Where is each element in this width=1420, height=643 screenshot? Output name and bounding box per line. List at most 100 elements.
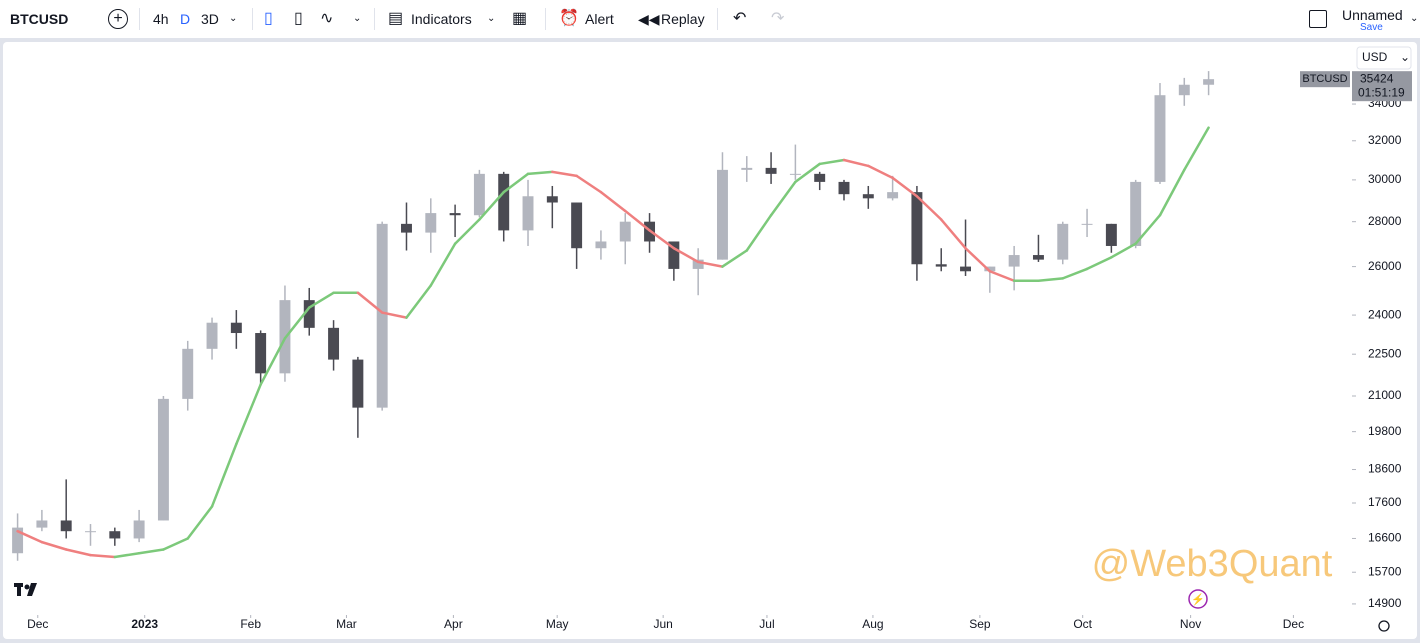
candle-body: [1008, 255, 1020, 267]
lightning-icon[interactable]: [1188, 589, 1208, 609]
candle-body: [571, 202, 583, 249]
layout-icon[interactable]: [1309, 10, 1327, 28]
templates[interactable]: ▦: [512, 10, 528, 27]
ma-segment: [939, 218, 967, 250]
candle-body: [36, 520, 48, 528]
ma-segment: [502, 172, 530, 194]
replay-icon[interactable]: ◀◀: [638, 11, 660, 27]
ma-segment: [1134, 213, 1162, 245]
candle-body: [1032, 255, 1044, 260]
ma-segment: [988, 270, 1016, 282]
candle-body: [182, 348, 194, 399]
alert-icon[interactable]: ⏰: [559, 10, 579, 27]
replay-button[interactable]: Replay: [661, 11, 705, 27]
ma-segment: [672, 246, 700, 264]
ma-segment: [794, 162, 821, 184]
y-tick-label: 14900: [1368, 596, 1402, 610]
y-tick-label: 26000: [1368, 259, 1402, 273]
dropdown[interactable]: ⌄: [229, 13, 238, 24]
x-tick-label: May: [546, 617, 569, 631]
candle-body: [911, 192, 923, 265]
ma-segment: [745, 213, 773, 252]
layout-name[interactable]: Unnamed: [1342, 7, 1403, 23]
candle-body: [109, 531, 121, 539]
y-tick-label: 28000: [1368, 214, 1402, 228]
x-tick-label: 2023: [131, 617, 158, 631]
candle-body: [741, 167, 753, 170]
y-tick-label: 16600: [1368, 531, 1402, 545]
symbol-label-bg: [1300, 71, 1350, 88]
candle-body: [60, 520, 72, 532]
candle-body: [473, 173, 485, 216]
ma-segment: [235, 383, 262, 446]
candle-body: [814, 173, 826, 182]
candle-body: [862, 194, 874, 199]
candle-body: [206, 322, 218, 349]
ma-segment: [623, 209, 651, 232]
candle-body: [595, 241, 607, 249]
candle-body: [230, 322, 242, 334]
candle-body: [352, 359, 364, 408]
chart: USD ⌄ 14900 15700 16600 17600 18600 19800 2100…: [3, 42, 1417, 639]
x-tick-label: Oct: [1073, 617, 1092, 631]
candle-style[interactable]: ▯: [294, 10, 303, 27]
candle-body: [1203, 79, 1215, 85]
ma-segment: [308, 291, 335, 309]
line-style[interactable]: ∿: [320, 10, 334, 27]
ma-segment: [1110, 242, 1137, 259]
candle-body: [449, 213, 461, 216]
toolbar: BTCUSD + 4h D 3D ⌄ ▯ ▯ ∿ ⌄ ▤ Indicators …: [0, 0, 1420, 38]
ma-segment: [551, 170, 578, 178]
ma-segment: [1085, 256, 1113, 271]
candle-body: [692, 259, 704, 269]
candle-body: [1130, 181, 1142, 246]
ma-segment: [818, 158, 846, 166]
ma-segment: [1183, 126, 1210, 172]
candle-body: [960, 266, 971, 272]
ma-segment: [867, 164, 894, 180]
candle-body: [1081, 223, 1093, 225]
candle-body: [376, 223, 388, 408]
chart-pane: [3, 42, 1417, 639]
ma-segment: [259, 336, 287, 386]
currency-button[interactable]: [1356, 46, 1412, 70]
bar-style[interactable]: ▯: [264, 10, 273, 27]
interval[interactable]: 3D: [201, 11, 219, 27]
interval[interactable]: D: [180, 11, 191, 27]
settings-icon[interactable]: [1378, 620, 1390, 632]
undo[interactable]: ↶: [733, 10, 747, 27]
ma-segment: [1037, 277, 1065, 282]
dropdown[interactable]: ⌄: [353, 13, 362, 24]
ma-segment: [1158, 168, 1186, 217]
candle-body: [425, 213, 437, 233]
candle-body: [1154, 95, 1166, 182]
dropdown[interactable]: ⌄: [487, 13, 496, 24]
y-tick-label: 17600: [1368, 495, 1402, 509]
indicators-button[interactable]: Indicators: [411, 11, 472, 27]
x-tick-label: Mar: [336, 617, 357, 631]
indicators-icon[interactable]: ▤: [388, 10, 404, 27]
ma-segment: [283, 306, 311, 340]
ma-segment: [842, 158, 870, 168]
candle-body: [1178, 84, 1190, 96]
currency[interactable]: USD: [1362, 50, 1388, 64]
y-tick-label: 30000: [1368, 172, 1402, 186]
compare-button[interactable]: +: [108, 9, 128, 29]
symbol-label: BTCUSD: [1302, 73, 1347, 85]
alert-button[interactable]: Alert: [585, 11, 614, 27]
save-button[interactable]: Save: [1360, 22, 1383, 33]
dropdown[interactable]: ⌄: [1410, 13, 1419, 24]
candle-body: [546, 196, 558, 203]
interval[interactable]: 4h: [153, 11, 169, 27]
ma-segment: [40, 540, 68, 551]
x-tick-label: Apr: [444, 617, 463, 631]
ma-segment: [64, 548, 92, 557]
lightning-glyph[interactable]: ⚡: [1191, 593, 1205, 606]
symbol[interactable]: BTCUSD: [10, 11, 69, 27]
ma-segment: [186, 505, 214, 540]
candle-body: [838, 181, 850, 195]
dropdown[interactable]: ⌄: [1400, 50, 1410, 64]
candle-body: [498, 173, 510, 231]
candle-body: [255, 333, 267, 374]
candle-body: [619, 221, 631, 242]
